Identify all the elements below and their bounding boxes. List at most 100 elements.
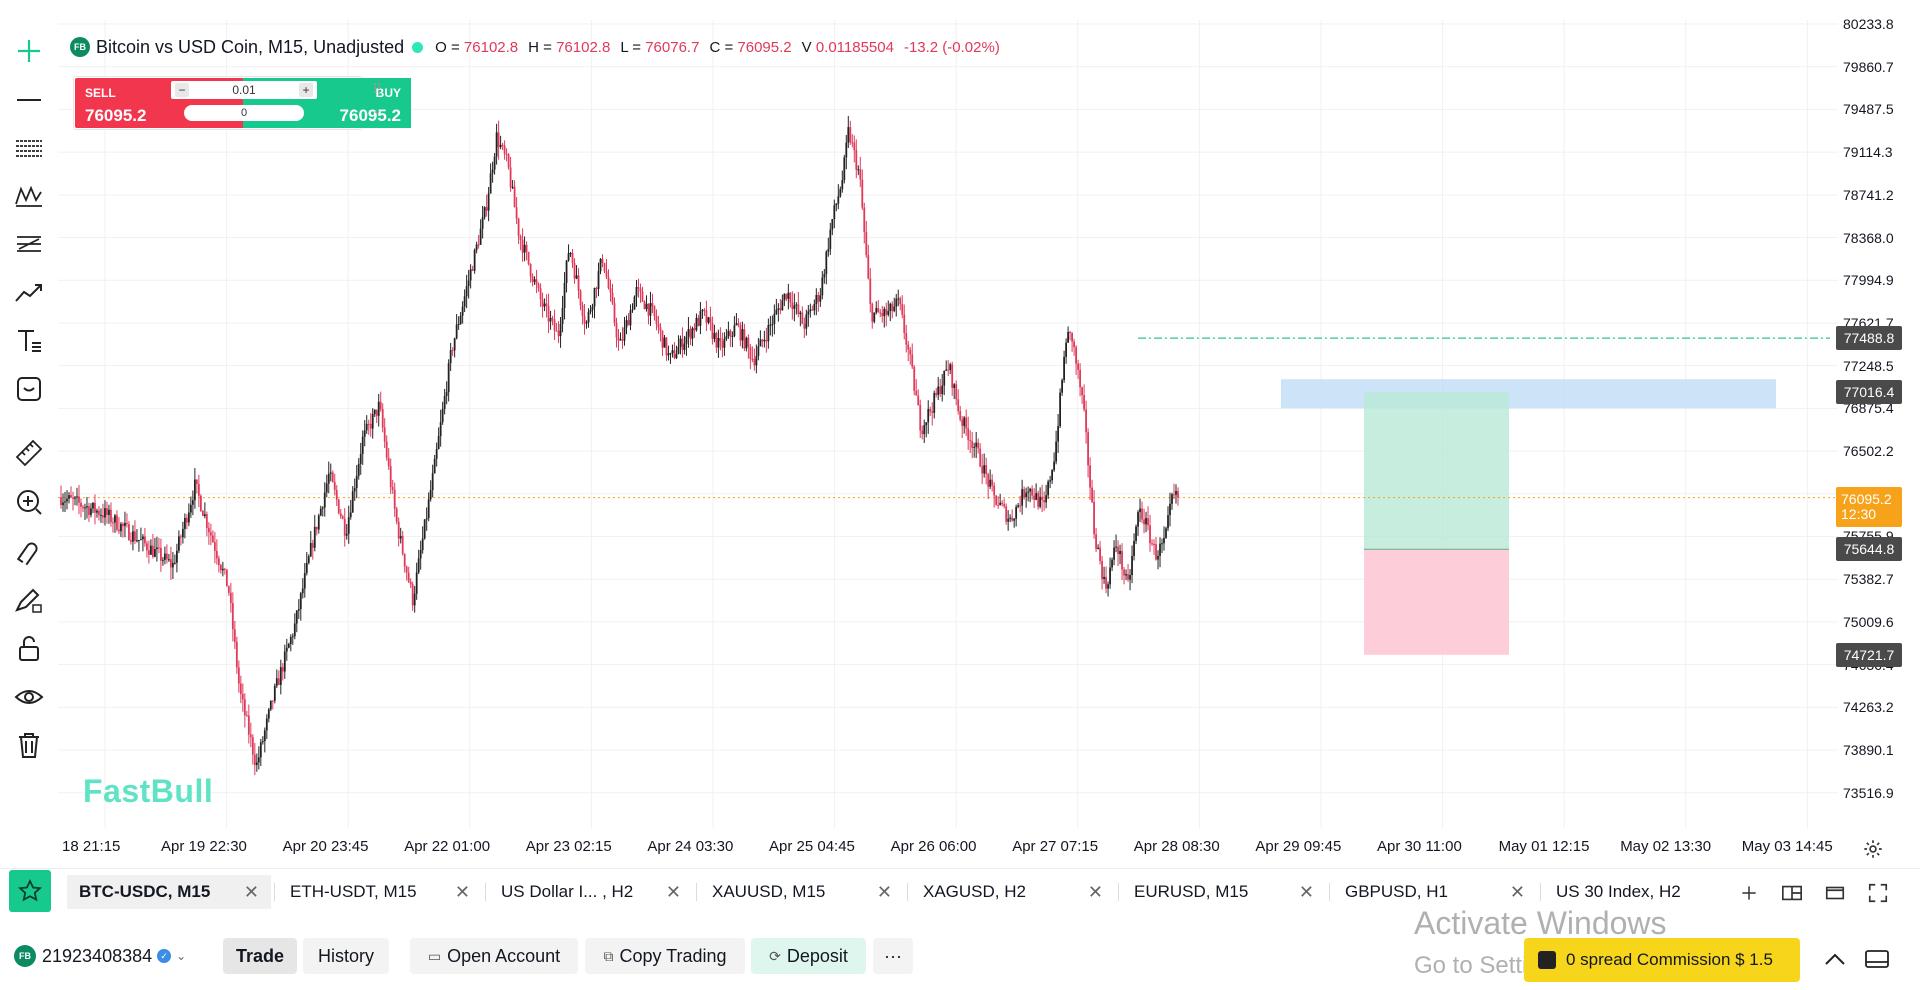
candle (419, 540, 422, 570)
chart-tab[interactable]: ETH-USDT, M15 ✕ (278, 875, 482, 909)
crosshair-icon[interactable] (10, 32, 48, 70)
candle (869, 267, 872, 313)
price-chart[interactable] (58, 0, 1920, 862)
parallel-channel-icon[interactable] (10, 129, 48, 167)
chart-tab[interactable]: BTC-USDC, M15 ✕ (67, 875, 271, 909)
candle (183, 513, 186, 539)
chart-tab[interactable]: XAGUSD, H2 ✕ (911, 875, 1115, 909)
more-button[interactable]: ··· (873, 938, 913, 974)
symbol-title[interactable]: Bitcoin vs USD Coin, M15, Unadjusted (96, 36, 405, 57)
candle (755, 344, 758, 374)
trade-tab[interactable]: Trade (223, 938, 297, 974)
fib-icon[interactable] (10, 225, 48, 263)
add-tab-icon[interactable] (1737, 881, 1761, 905)
candle (66, 490, 68, 510)
candle (233, 620, 236, 650)
drag-handle-icon[interactable]: ⠿ (372, 81, 383, 97)
candle (1071, 332, 1073, 352)
chart-tab[interactable]: XAUUSD, M15 ✕ (700, 875, 904, 909)
candle (1055, 430, 1058, 465)
chart-tab[interactable]: EURUSD, M15 ✕ (1122, 875, 1326, 909)
chart-tab[interactable]: GBPUSD, H1 ✕ (1333, 875, 1537, 909)
candle (425, 507, 428, 531)
quantity-value[interactable]: 0.01 (232, 83, 256, 97)
long-stop-zone[interactable] (1364, 549, 1509, 655)
deposit-button[interactable]: ⟳ Deposit (751, 938, 866, 974)
quantity-minus-button[interactable]: − (175, 83, 189, 97)
close-icon[interactable]: ✕ (665, 881, 681, 902)
lock-draw-icon[interactable] (10, 581, 48, 619)
close-icon[interactable]: ✕ (243, 881, 259, 902)
candle (861, 169, 864, 210)
close-icon[interactable]: ✕ (1087, 881, 1103, 902)
supply-zone[interactable] (1281, 379, 1776, 409)
candle (309, 531, 312, 558)
candle (583, 303, 586, 335)
unlock-icon[interactable] (10, 629, 48, 667)
candle (283, 644, 286, 679)
chart-tab[interactable]: US Dollar I... , H2 ✕ (489, 875, 693, 909)
candle (877, 300, 880, 313)
text-icon[interactable] (10, 322, 48, 360)
candle (891, 301, 894, 319)
horizontal-line-icon[interactable] (10, 81, 48, 119)
open-account-button[interactable]: ▭ Open Account (410, 938, 578, 974)
fullscreen-icon[interactable] (1866, 881, 1890, 905)
panel-toggle-icon[interactable] (1864, 948, 1890, 970)
copy-trading-button[interactable]: ⧉ Copy Trading (585, 938, 745, 974)
candle (98, 506, 100, 521)
quantity-stepper[interactable]: − 0.01 + (171, 81, 317, 99)
chart-tab[interactable]: US 30 Index, H2 (1544, 875, 1748, 909)
price-tag-countdown: 12:30 (1841, 505, 1877, 522)
candle (749, 344, 752, 370)
candle (777, 303, 780, 322)
pattern-icon[interactable] (10, 177, 48, 215)
chart-canvas[interactable] (58, 0, 1920, 862)
deposit-label: Deposit (786, 945, 848, 966)
layout-icon[interactable] (1780, 881, 1804, 905)
long-target-zone[interactable] (1364, 392, 1509, 550)
window-icon[interactable] (1823, 881, 1847, 905)
price-axis-label: 78368.0 (1843, 229, 1894, 246)
account-selector[interactable]: FB 21923408384 ✓ ⌄ (14, 938, 186, 974)
candle (1115, 534, 1117, 553)
candle (239, 675, 242, 704)
candle (116, 510, 118, 532)
candle (301, 578, 304, 599)
candle (649, 291, 652, 327)
fastbull-watermark: FastBull (83, 773, 214, 809)
zoom-in-icon[interactable] (10, 483, 48, 521)
chevron-down-icon[interactable]: ⌄ (372, 103, 383, 117)
candle (847, 115, 850, 148)
candle (1133, 533, 1135, 561)
quick-trade-panel: SELL 76095.2 BUY 76095.2 − 0.01 + 0 ⠿ ⌄ (73, 76, 411, 130)
candle (443, 388, 446, 415)
ruler-icon[interactable] (10, 434, 48, 472)
candle (255, 753, 258, 772)
time-axis-label: Apr 19 22:30 (161, 838, 247, 855)
quantity-plus-button[interactable]: + (298, 83, 313, 97)
promo-banner[interactable]: 0 spread Commission $ 1.5 (1524, 938, 1800, 982)
magnet-icon[interactable] (10, 532, 48, 570)
candle (505, 148, 508, 162)
candle (661, 330, 664, 357)
favorites-button[interactable] (9, 870, 51, 912)
close-icon[interactable]: ✕ (1509, 881, 1525, 902)
close-icon[interactable]: ✕ (454, 881, 470, 902)
candle (495, 123, 498, 165)
trash-icon[interactable] (10, 726, 48, 764)
history-tab[interactable]: History (303, 938, 389, 974)
sticker-icon[interactable] (10, 370, 48, 408)
chevron-up-icon[interactable] (1822, 948, 1848, 970)
close-icon[interactable]: ✕ (876, 881, 892, 902)
verified-icon: ✓ (157, 949, 172, 963)
candlestick-series (60, 115, 1179, 776)
candle (839, 186, 842, 198)
candle (871, 302, 874, 329)
candle (715, 331, 718, 353)
eye-icon[interactable] (10, 678, 48, 716)
gear-icon[interactable] (1862, 838, 1884, 860)
candle (377, 393, 380, 427)
close-icon[interactable]: ✕ (1298, 881, 1314, 902)
trend-icon[interactable] (10, 274, 48, 312)
